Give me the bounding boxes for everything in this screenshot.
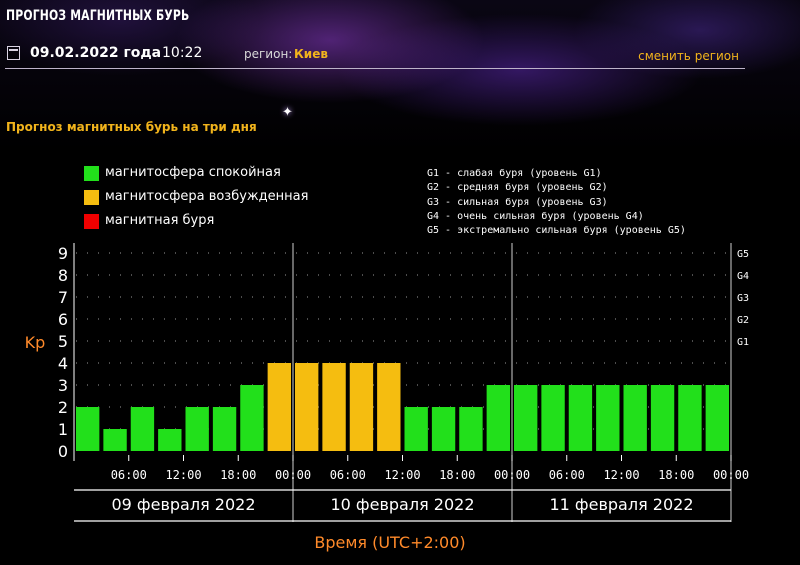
x-tick-label: 12:00 (603, 468, 639, 482)
x-tick-label: 00:00 (275, 468, 311, 482)
region-value: Киев (294, 47, 328, 61)
g-level-axis-label: G4 (737, 271, 749, 282)
bar (486, 385, 510, 451)
storm-level-g3: G3 - сильная буря (уровень G3) (427, 196, 608, 208)
x-tick-label: 06:00 (330, 468, 366, 482)
x-axis-label: Время (UTC+2:00) (314, 533, 465, 552)
bar (76, 407, 100, 451)
bar (623, 385, 647, 451)
bar (103, 429, 127, 451)
x-tick-label: 18:00 (439, 468, 475, 482)
bar (240, 385, 264, 451)
y-tick-label: 5 (58, 332, 68, 351)
bar (568, 385, 593, 451)
change-region-link[interactable]: сменить регион (638, 49, 739, 63)
y-tick-label: 7 (58, 288, 68, 307)
y-tick-label: 0 (58, 442, 68, 461)
bar (459, 407, 483, 451)
x-tick-label: 06:00 (549, 468, 585, 482)
y-axis-label: Kp (25, 333, 46, 352)
calendar-icon (7, 46, 20, 60)
bar (295, 363, 319, 451)
y-tick-label: 2 (58, 398, 68, 417)
y-tick-label: 4 (58, 354, 68, 373)
x-tick-label: 18:00 (220, 468, 256, 482)
legend-label: магнитосфера спокойная (105, 165, 281, 180)
bar (404, 407, 428, 451)
x-tick-label: 12:00 (165, 468, 201, 482)
star-icon: ✦ (282, 105, 293, 120)
g-level-axis-label: G5 (737, 249, 749, 260)
y-tick-label: 1 (58, 420, 68, 439)
bar (514, 385, 538, 451)
legend-label: магнитная буря (105, 213, 215, 228)
bar (541, 385, 565, 451)
info-bar: 09.02.2022 года 10:22 регион: Киев смени… (5, 42, 745, 69)
header-banner (0, 0, 800, 150)
storm-level-g5: G5 - экстремально сильная буря (уровень … (427, 225, 686, 237)
x-tick-label: 18:00 (658, 468, 694, 482)
current-time: 10:22 (162, 45, 203, 61)
g-level-axis-label: G1 (737, 337, 749, 348)
region-label: регион: (244, 47, 293, 61)
bar (185, 407, 209, 451)
section-title: Прогноз магнитных бурь на три дня (6, 120, 257, 134)
bar (130, 407, 155, 451)
bar (596, 385, 620, 451)
storm-level-g4: G4 - очень сильная буря (уровень G4) (427, 210, 644, 222)
bar (212, 407, 237, 451)
storm-levels-list: G1 - слабая буря (уровень G1) G2 - средн… (427, 167, 686, 238)
bar (349, 363, 374, 451)
legend-swatch-storm (84, 214, 99, 229)
bar (158, 429, 182, 451)
legend-swatch-excited (84, 190, 99, 205)
bar (431, 407, 456, 451)
bar (322, 363, 346, 451)
bar (267, 363, 291, 451)
day-label: 09 февраля 2022 (111, 495, 255, 514)
bar (705, 385, 729, 451)
x-tick-label: 06:00 (111, 468, 147, 482)
x-tick-label: 00:00 (494, 468, 530, 482)
x-tick-label: 00:00 (713, 468, 749, 482)
legend-label: магнитосфера возбужденная (105, 189, 309, 204)
storm-level-g2: G2 - средняя буря (уровень G2) (427, 182, 608, 194)
day-label: 10 февраля 2022 (330, 495, 474, 514)
bar (650, 385, 675, 451)
y-tick-label: 8 (58, 266, 68, 285)
storm-level-g1: G1 - слабая буря (уровень G1) (427, 168, 602, 179)
x-tick-label: 12:00 (384, 468, 420, 482)
y-tick-label: 6 (58, 310, 68, 329)
y-tick-label: 3 (58, 376, 68, 395)
current-date: 09.02.2022 года (30, 45, 162, 61)
g-level-axis-label: G2 (737, 315, 749, 326)
y-tick-label: 9 (58, 244, 68, 263)
bar (678, 385, 702, 451)
bar (377, 363, 401, 451)
site-title: ПРОГНОЗ МАГНИТНЫХ БУРЬ (6, 8, 190, 24)
g-level-axis-label: G3 (737, 293, 749, 304)
day-label: 11 февраля 2022 (549, 495, 693, 514)
legend-swatch-quiet (84, 166, 99, 181)
